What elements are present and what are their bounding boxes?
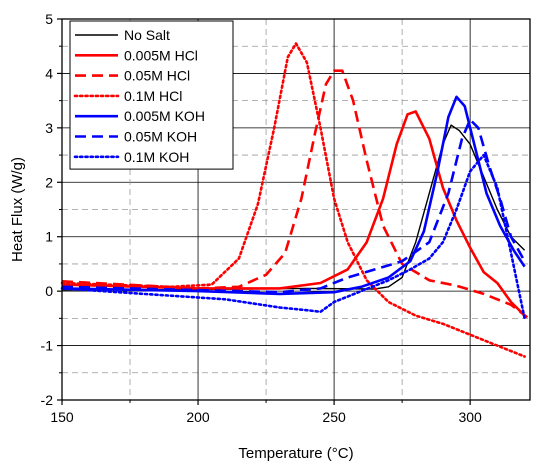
y-tick-label: -2 xyxy=(41,392,54,408)
legend-label-2: 0.05M HCl xyxy=(124,68,190,84)
series-line-2 xyxy=(61,69,529,319)
legend-label-1: 0.005M HCl xyxy=(124,47,198,63)
y-tick-label: 3 xyxy=(45,120,53,136)
series-line-5 xyxy=(61,118,526,294)
axis-ticks: 150 200 250 300 -2 -1 0 1 2 3 4 5 xyxy=(41,11,482,425)
legend-label-6: 0.1M KOH xyxy=(124,149,189,165)
series-line-1 xyxy=(61,110,526,317)
series-line-0 xyxy=(61,124,526,291)
y-tick-label: 2 xyxy=(45,174,53,190)
x-axis-label: Temperature (°C) xyxy=(238,445,353,462)
y-tick-label: 0 xyxy=(45,283,53,299)
y-tick-label: -1 xyxy=(41,338,54,354)
legend-label-5: 0.05M KOH xyxy=(124,129,197,145)
y-tick-label: 1 xyxy=(45,229,53,245)
series-line-6 xyxy=(60,153,526,320)
x-tick-label: 300 xyxy=(458,409,482,425)
series-layer xyxy=(60,42,529,358)
y-axis-label: Heat Flux (W/g) xyxy=(9,157,26,262)
y-tick-label: 4 xyxy=(45,65,53,81)
legend: No Salt 0.005M HCl 0.05M HCl 0.1M HCl 0.005M… xyxy=(69,20,234,170)
legend-label-0: No Salt xyxy=(124,27,170,43)
series-line-3 xyxy=(60,42,526,358)
legend-label-4: 0.005M KOH xyxy=(124,108,205,124)
y-tick-label: 5 xyxy=(45,11,53,27)
x-tick-label: 150 xyxy=(50,409,74,425)
x-tick-label: 250 xyxy=(322,409,346,425)
series-line-4 xyxy=(61,95,526,296)
legend-label-3: 0.1M HCl xyxy=(124,88,182,104)
x-tick-label: 200 xyxy=(186,409,210,425)
